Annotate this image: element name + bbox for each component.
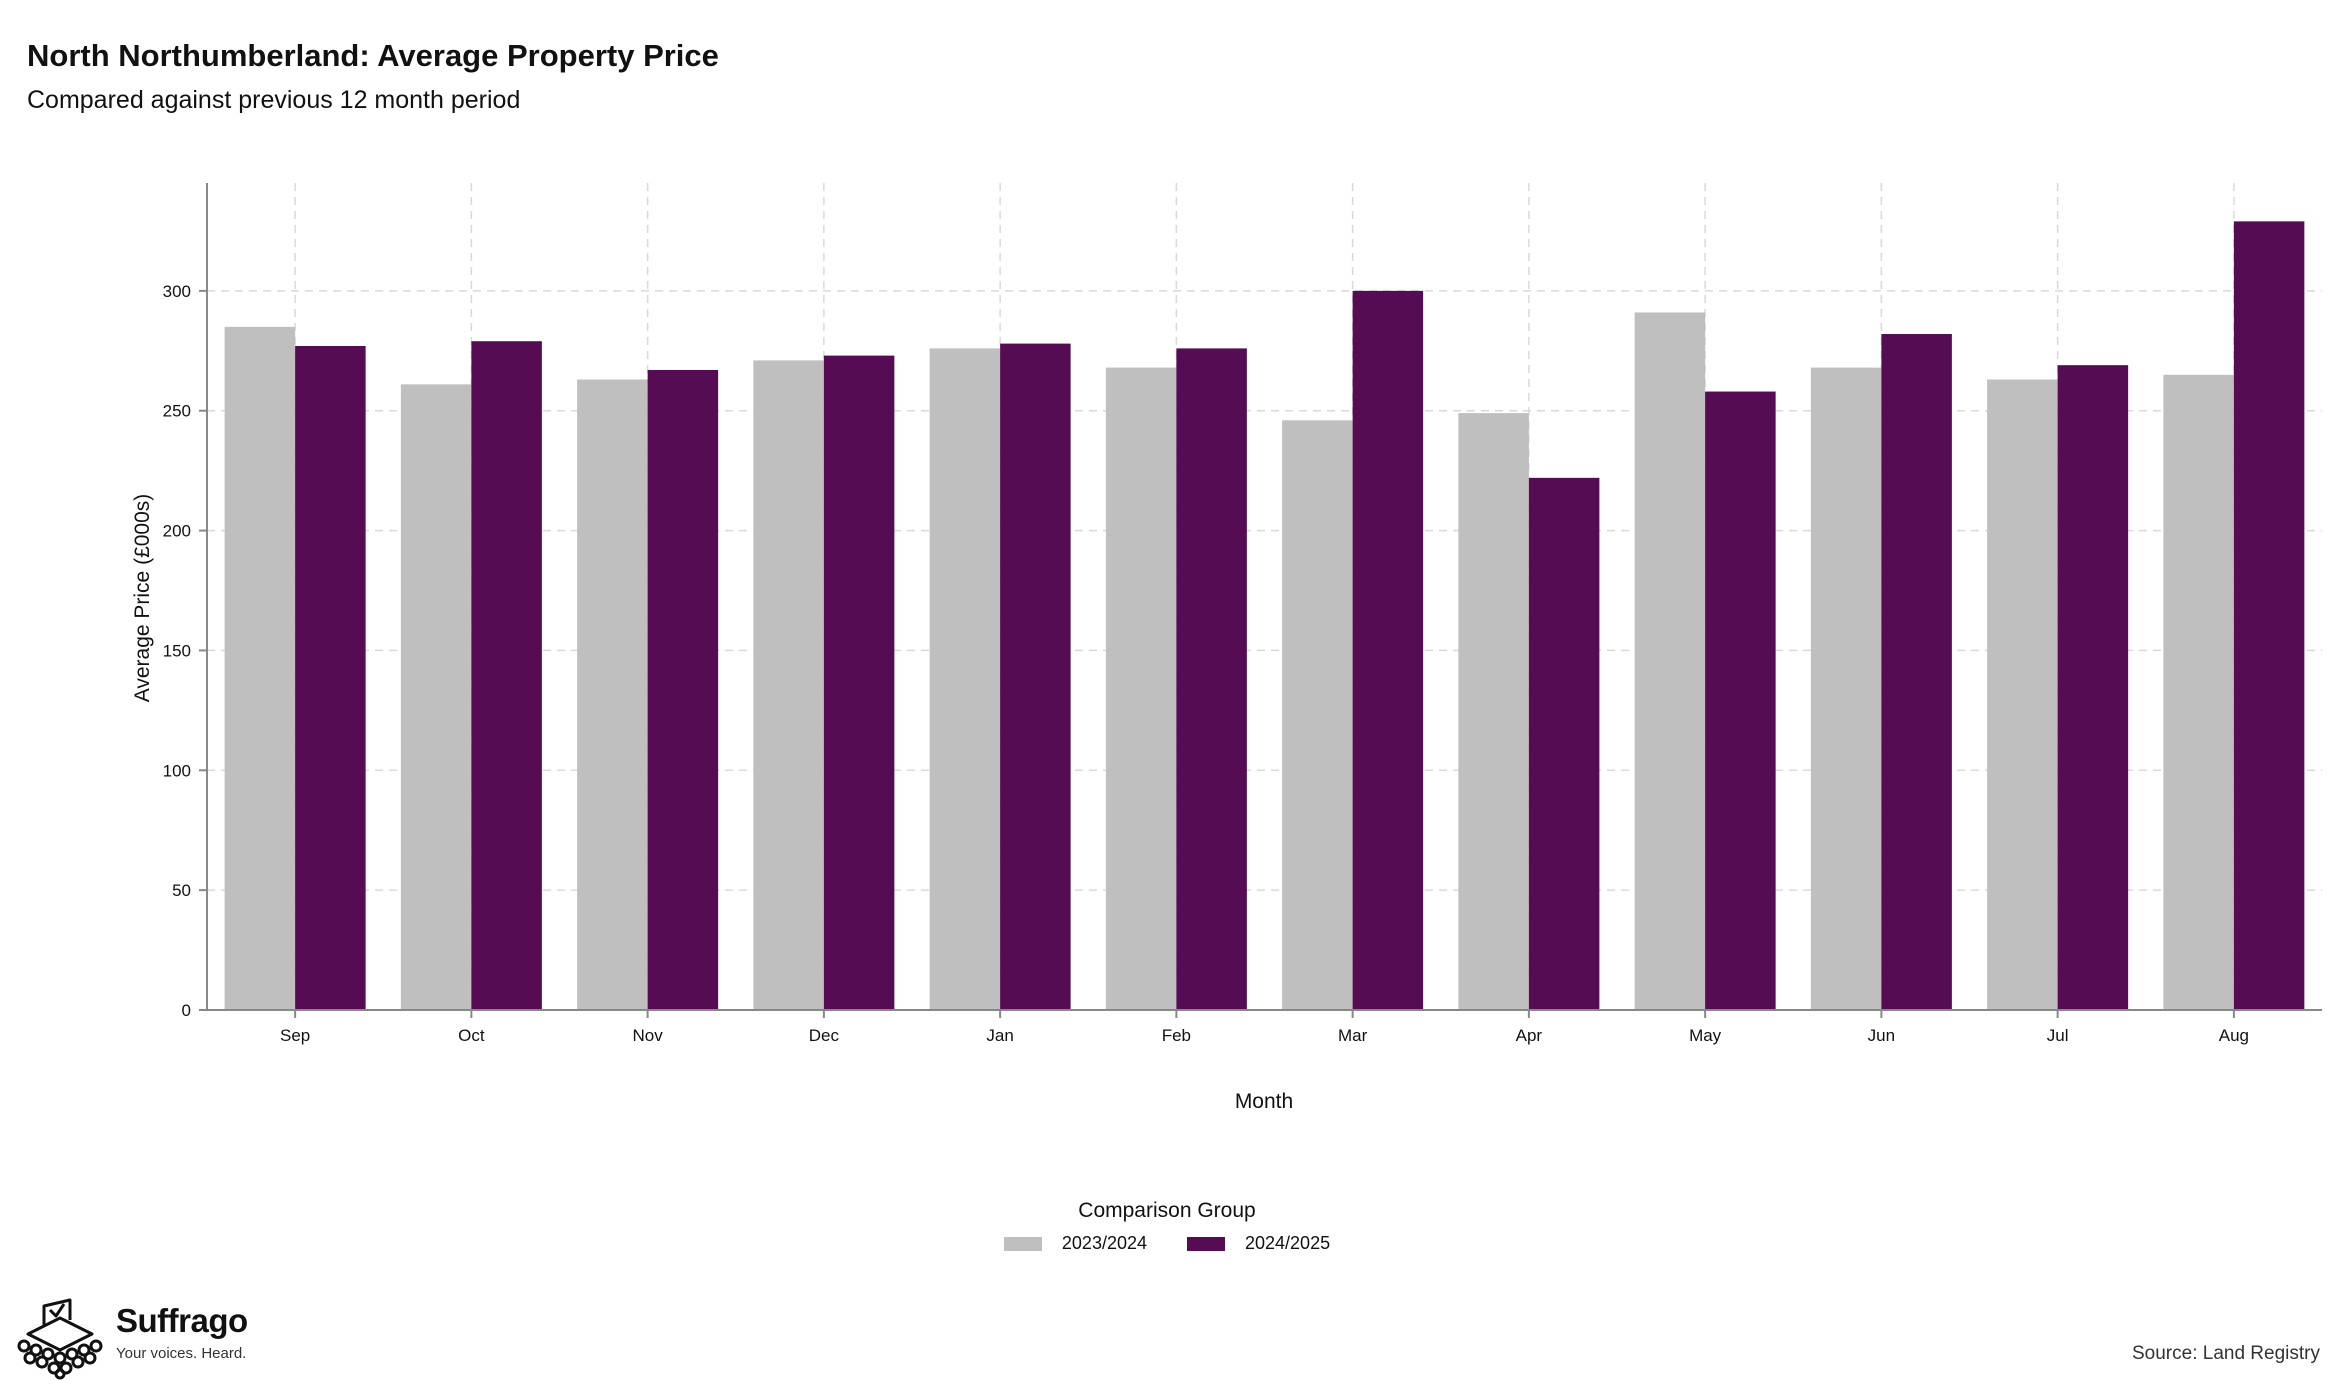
legend-label: 2024/2025 [1245,1233,1331,1253]
axes [199,183,2322,1018]
bar-2024-2025-sep [295,346,366,1010]
x-tick-label: Oct [458,1026,485,1045]
bar-2024-2025-feb [1176,348,1247,1010]
legend-item-2024-2025: 2024/2025 [1187,1233,1330,1254]
y-tick-labels: 0 50 100 150 200 250 300 [163,282,191,1020]
x-tick-label: Jan [986,1026,1013,1045]
y-axis-title: Average Price (£000s) [131,494,154,703]
brand-tagline: Your voices. Heard. [116,1345,247,1362]
chart-subtitle: Compared against previous 12 month perio… [27,86,521,114]
bar-2024-2025-oct [471,341,542,1010]
y-tick-label: 250 [163,402,191,421]
bar-2024-2025-jul [2057,365,2129,1011]
y-tick-label: 150 [163,641,191,660]
bars [224,221,2305,1011]
bar-2023-2024-aug [2163,374,2234,1010]
bar-chart: 0 50 100 150 200 250 300 Sep Oct Nov Dec Jan Feb Mar… [131,183,2322,1113]
bar-2024-2025-mar [1352,290,1424,1010]
bar-2023-2024-nov [577,379,648,1010]
y-tick-label: 200 [163,522,191,541]
x-tick-label: Feb [1162,1026,1191,1045]
bar-2024-2025-aug [2233,221,2305,1010]
legend-swatch [1187,1236,1225,1251]
x-tick-label: Jul [2047,1026,2069,1045]
x-axis-title: Month [1235,1090,1293,1113]
bar-2023-2024-feb [1105,367,1177,1011]
x-tick-label: Sep [280,1026,310,1045]
bar-2023-2024-mar [1282,420,1353,1010]
brand-name: Suffrago [116,1302,248,1339]
suffrago-logo: Suffrago Your voices. Heard. [14,1296,248,1380]
bar-2023-2024-sep [224,326,296,1011]
x-tick-label: Dec [809,1026,840,1045]
bar-2023-2024-may [1634,312,1706,1010]
x-tick-label: May [1689,1026,1722,1045]
legend: Comparison Group 2023/2024 2024/2025 [0,1199,2334,1254]
bar-2024-2025-jun [1881,334,1952,1010]
ballot-box-icon [17,1298,103,1380]
bar-2024-2025-nov [647,369,719,1011]
x-tick-label: Apr [1516,1026,1543,1045]
legend-title: Comparison Group [1078,1199,1256,1222]
bar-2023-2024-jul [1987,379,2058,1010]
chart-title: North Northumberland: Average Property P… [27,38,719,73]
bar-2024-2025-jan [1000,343,1071,1010]
bar-2024-2025-dec [823,355,895,1010]
x-tick-label: Nov [633,1026,664,1045]
bar-2023-2024-apr [1458,413,1529,1011]
bar-2024-2025-may [1705,391,1776,1010]
x-tick-label: Mar [1338,1026,1368,1045]
legend-item-2023-2024: 2023/2024 [1003,1233,1147,1254]
bar-2024-2025-apr [1528,477,1600,1010]
legend-swatch [1003,1236,1042,1251]
x-tick-labels: Sep Oct Nov Dec Jan Feb Mar Apr May Jun Jul Aug [280,1026,2249,1045]
bar-2023-2024-oct [400,384,472,1010]
y-tick-label: 100 [163,761,191,780]
legend-label: 2023/2024 [1061,1233,1147,1253]
bar-2023-2024-dec [753,360,824,1010]
source-note: Source: Land Registry [2132,1343,2320,1364]
bar-2023-2024-jun [1810,367,1882,1011]
x-tick-label: Jun [1868,1026,1895,1045]
x-tick-label: Aug [2219,1026,2249,1045]
y-tick-label: 50 [172,881,191,900]
y-tick-label: 300 [163,282,191,301]
y-tick-label: 0 [182,1001,191,1020]
bar-2023-2024-jan [929,348,1001,1010]
